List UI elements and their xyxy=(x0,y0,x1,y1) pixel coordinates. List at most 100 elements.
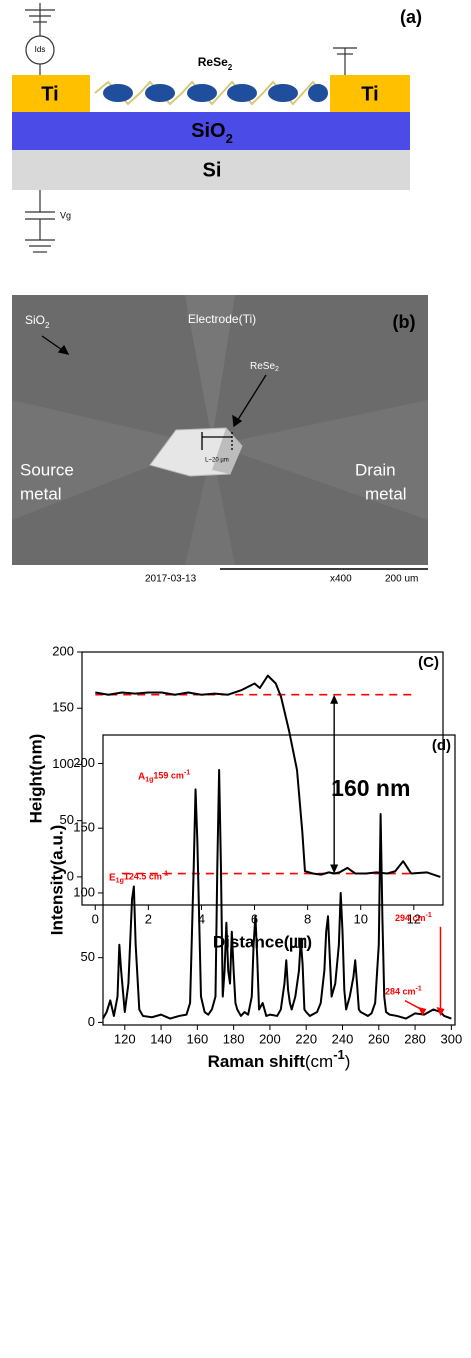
text: 2 xyxy=(45,321,50,330)
text: Raman shift xyxy=(208,1052,306,1071)
x-tick-label: 8 xyxy=(304,911,311,926)
x-tick-label: 240 xyxy=(332,1031,354,1046)
x-tick-label: 160 xyxy=(186,1031,208,1046)
text: 2 xyxy=(275,366,279,373)
x-tick-label: 140 xyxy=(150,1031,172,1046)
ti-electrode xyxy=(330,75,410,112)
rese2-label: ReSe2 xyxy=(250,361,279,374)
text: ReSe xyxy=(250,361,275,372)
magnification: x400 xyxy=(330,574,352,585)
y-tick-label: 150 xyxy=(52,700,74,715)
x-axis-title: Raman shift(cm-1) xyxy=(208,1047,351,1072)
span-label: 160 nm xyxy=(331,775,410,801)
x-tick-label: 200 xyxy=(259,1031,281,1046)
text: -1 xyxy=(333,1047,345,1062)
sio2-layer xyxy=(12,112,410,150)
drain-label: metal xyxy=(365,484,407,503)
si-label: Si xyxy=(203,159,222,181)
x-tick-label: 12 xyxy=(407,911,421,926)
x-tick-label: 4 xyxy=(198,911,205,926)
ti-label: Ti xyxy=(361,83,378,105)
ti-electrode xyxy=(12,75,90,112)
x-tick-label: 120 xyxy=(114,1031,136,1046)
peak-annotation: 294 cm-1 xyxy=(395,912,432,923)
vg-label: Vg xyxy=(60,210,71,220)
text: 1g xyxy=(145,777,153,784)
electrode-region xyxy=(185,450,235,565)
flake-edge xyxy=(212,428,242,474)
text: -1 xyxy=(184,770,190,777)
text: 124.5 cm xyxy=(124,872,162,882)
text: 294 cm xyxy=(395,913,426,923)
panel-label: (b) xyxy=(393,312,416,332)
y-tick-label: 200 xyxy=(52,643,74,658)
ids-label: Ids xyxy=(35,45,46,54)
drain-label: Drain xyxy=(355,460,396,479)
arrows xyxy=(41,335,267,450)
text: E xyxy=(109,872,116,883)
source-metal-region xyxy=(12,400,205,520)
y-axis-title: Intensity(a.u.) xyxy=(47,825,66,936)
y-tick-label: 150 xyxy=(73,820,95,835)
text: 159 cm xyxy=(153,771,184,781)
source-label: Source xyxy=(20,460,74,479)
text: -1 xyxy=(162,871,168,878)
arrow-head xyxy=(330,864,339,874)
y-tick-label: 50 xyxy=(60,812,74,827)
arrow-head xyxy=(330,694,339,704)
text: SiO xyxy=(25,313,45,327)
data-line xyxy=(102,768,452,1020)
sio2-label: SiO2 xyxy=(25,313,50,329)
text: 284 cm xyxy=(385,987,416,997)
x-tick-label: 300 xyxy=(441,1031,463,1046)
scale-bar-label: 200 um xyxy=(385,574,418,585)
y-tick-label: 0 xyxy=(88,1014,95,1029)
text: -1 xyxy=(426,912,432,919)
x-tick-label: 2 xyxy=(145,911,152,926)
x-tick-label: 220 xyxy=(295,1031,317,1046)
peak-annotation: A1g159 cm-1 xyxy=(138,770,190,784)
y-axis-title: Height(nm) xyxy=(26,734,45,824)
device-diagram xyxy=(25,3,357,253)
peak-annotation: E1g124.5 cm-1 xyxy=(109,871,168,885)
x-tick-label: 0 xyxy=(92,911,99,926)
y-tick-label: 0 xyxy=(67,868,74,883)
panel-label: (a) xyxy=(400,7,422,27)
panel-label: (d) xyxy=(432,737,451,754)
arrow-head xyxy=(436,1006,445,1016)
y-tick-label: 50 xyxy=(81,949,95,964)
drain-metal-region xyxy=(215,400,428,520)
electrode-region xyxy=(185,295,235,440)
scale-mark: L~20 µm xyxy=(205,458,229,464)
date: 2017-03-13 xyxy=(145,574,197,585)
x-tick-label: 10 xyxy=(353,911,367,926)
text: ) xyxy=(345,1052,351,1071)
material-label: ReSe2 xyxy=(198,55,233,71)
x-axis-title: Distance(㎛) xyxy=(213,932,312,952)
x-tick-label: 260 xyxy=(368,1031,390,1046)
text: SiO xyxy=(191,120,225,142)
rese2-chain xyxy=(94,80,328,106)
text: A xyxy=(138,771,145,782)
y-tick-label: 200 xyxy=(73,755,95,770)
peak-annotation: 284 cm-1 xyxy=(385,986,422,997)
x-tick-label: 280 xyxy=(404,1031,426,1046)
sio2-label: SiO2 xyxy=(191,120,233,146)
text: 1g xyxy=(116,878,124,885)
ti-label: Ti xyxy=(41,83,58,105)
text: (cm xyxy=(305,1052,333,1071)
source-label: metal xyxy=(20,484,62,503)
plot-frame xyxy=(81,651,444,906)
arrow-head xyxy=(418,1006,427,1016)
data-line xyxy=(95,674,441,878)
text: ReSe xyxy=(198,55,228,69)
panel-label: (C) xyxy=(418,654,439,671)
text: 2 xyxy=(226,131,233,146)
si-layer xyxy=(12,150,410,190)
text: 2 xyxy=(228,63,233,72)
x-tick-label: 180 xyxy=(223,1031,245,1046)
y-tick-label: 100 xyxy=(73,884,95,899)
plot-frame xyxy=(102,734,456,1026)
text: -1 xyxy=(416,986,422,993)
